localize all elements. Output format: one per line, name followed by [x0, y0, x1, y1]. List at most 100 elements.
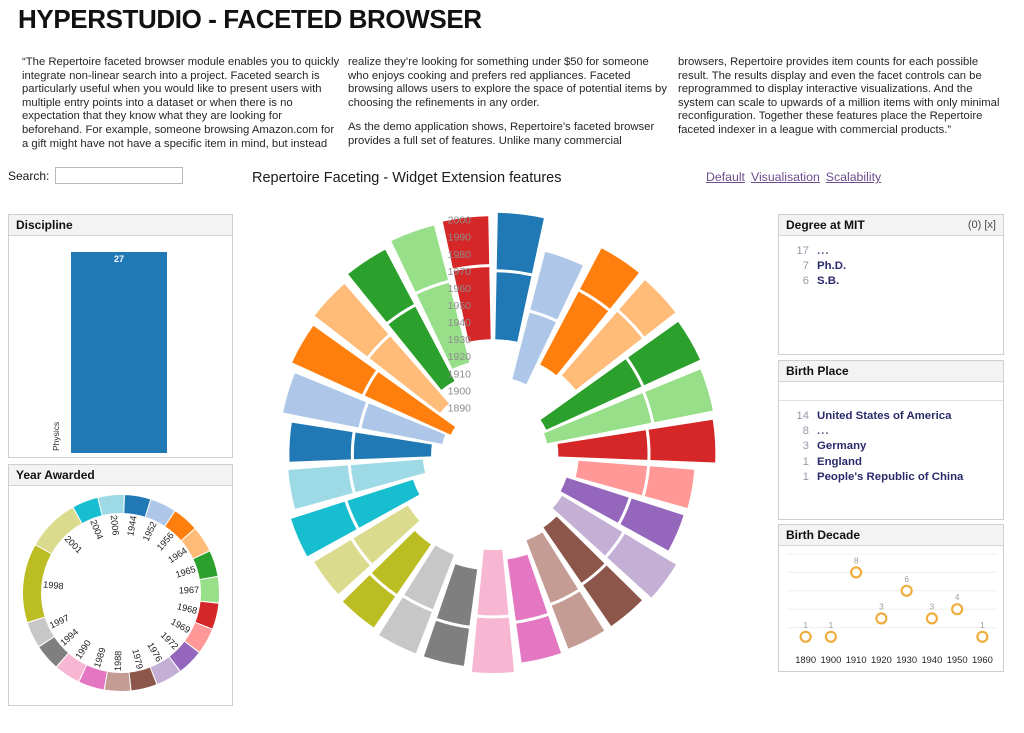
donut-slice-2004[interactable]	[73, 497, 102, 524]
scatter-point-1900[interactable]	[824, 630, 837, 643]
nav-link-default[interactable]: Default	[706, 170, 745, 184]
list-item[interactable]: 6 S.B.	[783, 274, 999, 289]
list-item[interactable]: 7 Ph.D.	[783, 259, 999, 274]
radial-wedge-inner-20[interactable]	[353, 432, 432, 460]
nav-link-scalability[interactable]: Scalability	[825, 170, 882, 184]
scatter-point-1920[interactable]	[875, 612, 888, 625]
donut-slice-1968[interactable]	[195, 601, 219, 629]
radial-wedge-outer-18[interactable]	[291, 501, 357, 557]
radial-wedge-outer-4[interactable]	[628, 321, 701, 386]
donut-slice-1964[interactable]	[181, 529, 210, 559]
radial-wedge-inner-18[interactable]	[347, 479, 420, 528]
radial-wedge-inner-15[interactable]	[404, 545, 455, 610]
scatter-point-1940[interactable]	[925, 612, 938, 625]
list-item[interactable]: 8 ...	[783, 424, 999, 439]
radial-wedge-outer-14[interactable]	[423, 620, 470, 666]
radial-wedge-inner-7[interactable]	[575, 460, 648, 496]
radial-axis-tick-label: 1900	[448, 385, 472, 397]
radial-wedge-inner-21[interactable]	[361, 403, 446, 445]
donut-slice-1997[interactable]	[27, 617, 54, 647]
radial-wedge-outer-3[interactable]	[619, 280, 676, 337]
radial-wedge-outer-1[interactable]	[530, 251, 583, 320]
scatter-point-1930[interactable]	[900, 584, 913, 597]
radial-wedge-outer-5[interactable]	[645, 369, 713, 423]
list-item[interactable]: 3 Germany	[783, 439, 999, 454]
donut-slice-1988[interactable]	[104, 671, 131, 691]
donut-slice-1967[interactable]	[199, 577, 219, 603]
radial-wedge-inner-1[interactable]	[512, 312, 556, 385]
radial-wedge-inner-10[interactable]	[543, 516, 605, 583]
list-item[interactable]: 1 People's Republic of China	[783, 470, 999, 485]
search-input[interactable]	[55, 167, 184, 184]
radial-wedge-outer-11[interactable]	[551, 591, 605, 649]
radial-wedge-inner-19[interactable]	[350, 459, 426, 493]
radial-wedge-outer-0[interactable]	[496, 212, 544, 274]
radial-wedge-outer-15[interactable]	[379, 597, 432, 654]
donut-slice-1952[interactable]	[145, 499, 175, 526]
donut-slice-1998[interactable]	[23, 545, 52, 623]
donut-slice-1972[interactable]	[169, 641, 199, 671]
radial-wedge-outer-16[interactable]	[342, 575, 396, 628]
radial-wedge-inner-26[interactable]	[453, 267, 491, 342]
donut-slice-1944[interactable]	[124, 495, 151, 517]
donut-slice-1956[interactable]	[165, 511, 195, 541]
radial-wedge-outer-21[interactable]	[283, 373, 367, 428]
radial-wedge-outer-10[interactable]	[583, 565, 642, 627]
list-item[interactable]: 14 United States of America	[783, 409, 999, 424]
radial-wedge-inner-23[interactable]	[369, 336, 449, 413]
radial-wedge-outer-26[interactable]	[442, 216, 490, 269]
radial-wedge-inner-3[interactable]	[561, 311, 643, 390]
radial-wedge-inner-11[interactable]	[526, 532, 579, 603]
radial-wedge-inner-9[interactable]	[552, 495, 623, 556]
nav-link-visualisation[interactable]: Visualisation	[750, 170, 820, 184]
radial-wedge-outer-23[interactable]	[314, 283, 389, 357]
scatter-point-1890[interactable]	[799, 630, 812, 643]
scatter-point-1950[interactable]	[951, 603, 964, 616]
radial-wedge-inner-2[interactable]	[540, 291, 609, 376]
radial-wedge-outer-13[interactable]	[471, 617, 515, 673]
radial-wedge-outer-24[interactable]	[348, 249, 414, 323]
donut-slice-1990[interactable]	[56, 653, 87, 682]
list-item[interactable]: 1 England	[783, 455, 999, 470]
radial-wedge-inner-0[interactable]	[495, 272, 532, 342]
radial-wedge-outer-20[interactable]	[289, 422, 353, 462]
radial-wedge-inner-16[interactable]	[371, 530, 431, 595]
radial-wedge-inner-17[interactable]	[353, 505, 420, 564]
donut-slice-1965[interactable]	[193, 551, 218, 580]
donut-slice-1969[interactable]	[184, 622, 212, 652]
donut-slice-1989[interactable]	[79, 665, 107, 690]
radial-wedge-inner-6[interactable]	[557, 430, 648, 460]
radial-wedge-outer-19[interactable]	[288, 465, 353, 509]
radial-wedge-inner-5[interactable]	[543, 393, 652, 444]
panel-header-birth-place: Birth Place	[779, 361, 1003, 382]
donut-slice-1994[interactable]	[39, 637, 69, 667]
radial-wedge-inner-25[interactable]	[416, 282, 470, 369]
close-icon[interactable]: [x]	[984, 219, 996, 231]
donut-slice-2001[interactable]	[35, 507, 82, 554]
radial-wedge-inner-24[interactable]	[388, 306, 455, 390]
radial-wedge-outer-22[interactable]	[292, 325, 376, 395]
scatter-point-1910[interactable]	[850, 566, 863, 579]
radial-wedge-inner-4[interactable]	[540, 359, 642, 430]
radial-wedge-outer-17[interactable]	[314, 539, 370, 595]
bar-physics[interactable]: 27	[71, 252, 167, 453]
donut-slice-2006[interactable]	[98, 495, 124, 516]
donut-slice-1976[interactable]	[150, 657, 180, 684]
radial-wedge-inner-14[interactable]	[436, 564, 478, 626]
donut-slice-1979[interactable]	[129, 667, 157, 691]
list-item[interactable]: 17 ...	[783, 244, 999, 259]
radial-wedge-inner-13[interactable]	[477, 549, 509, 616]
radial-wedge-outer-6[interactable]	[648, 419, 716, 463]
scatter-point-1960[interactable]	[976, 630, 989, 643]
radial-wedge-inner-8[interactable]	[560, 477, 629, 523]
radial-wedge-inner-22[interactable]	[364, 372, 456, 435]
radial-wedge-inner-12[interactable]	[507, 554, 548, 621]
radial-wedge-outer-9[interactable]	[607, 533, 677, 598]
radial-wedge-outer-2[interactable]	[580, 248, 639, 309]
radial-wedge-outer-7[interactable]	[644, 466, 695, 509]
radial-wedge-outer-25[interactable]	[391, 225, 449, 292]
birth-decade-scatter-chart: 1 1890 1 1900 8 1910 3 1920 6 1930 3 1940 4 1950 1 1960	[779, 546, 1003, 671]
scatter-point-value: 6	[904, 575, 909, 584]
radial-wedge-outer-8[interactable]	[620, 498, 684, 551]
radial-wedge-outer-12[interactable]	[516, 615, 562, 663]
